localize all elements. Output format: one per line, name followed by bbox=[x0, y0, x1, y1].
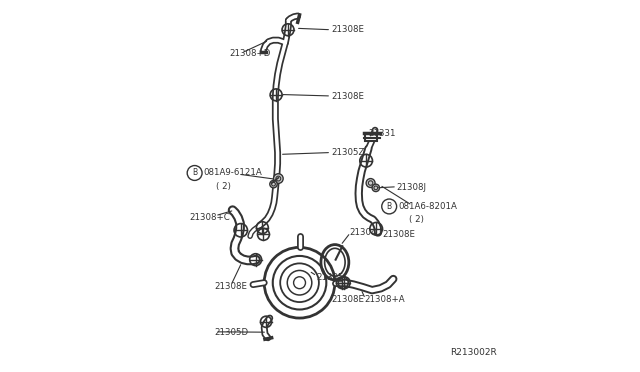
Text: 081A6-8201A: 081A6-8201A bbox=[398, 202, 457, 211]
Text: R213002R: R213002R bbox=[450, 348, 497, 357]
Text: 21305Z: 21305Z bbox=[331, 148, 365, 157]
Text: 21308E: 21308E bbox=[383, 230, 415, 239]
Circle shape bbox=[372, 184, 380, 192]
Text: 21331: 21331 bbox=[369, 129, 396, 138]
Text: ( 2): ( 2) bbox=[216, 182, 230, 190]
Circle shape bbox=[273, 174, 283, 183]
FancyBboxPatch shape bbox=[365, 133, 376, 141]
Circle shape bbox=[270, 180, 277, 188]
Text: B: B bbox=[387, 202, 392, 211]
Text: 21304: 21304 bbox=[349, 228, 377, 237]
Text: 21308E: 21308E bbox=[214, 282, 247, 291]
Circle shape bbox=[366, 179, 375, 187]
Text: 21305: 21305 bbox=[316, 273, 344, 282]
Text: 21308J: 21308J bbox=[396, 183, 426, 192]
Text: 21308E: 21308E bbox=[331, 25, 364, 34]
Text: B: B bbox=[192, 169, 197, 177]
Text: 081A9-6121A: 081A9-6121A bbox=[204, 169, 262, 177]
Text: 21308E: 21308E bbox=[331, 295, 364, 304]
Text: 21308+C: 21308+C bbox=[190, 213, 230, 222]
Text: 21308+A: 21308+A bbox=[365, 295, 405, 304]
Text: 21308+D: 21308+D bbox=[229, 49, 270, 58]
Text: ( 2): ( 2) bbox=[408, 215, 424, 224]
Text: 21308E: 21308E bbox=[331, 92, 364, 101]
Text: 21305D: 21305D bbox=[214, 328, 248, 337]
